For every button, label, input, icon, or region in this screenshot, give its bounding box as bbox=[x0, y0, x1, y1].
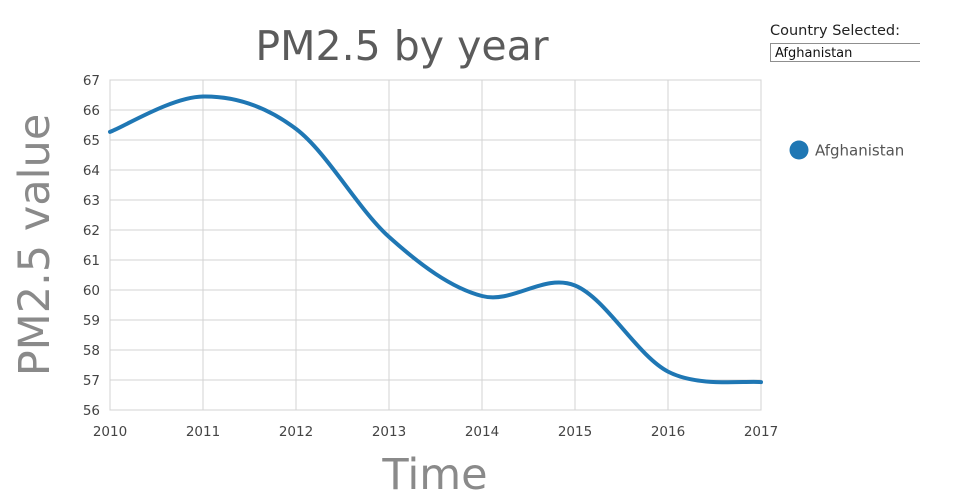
legend-marker bbox=[789, 140, 809, 160]
y-tick-label: 58 bbox=[83, 343, 100, 359]
plot-frame bbox=[109, 79, 762, 411]
chart-grid bbox=[109, 79, 762, 411]
x-tick-label: 2014 bbox=[465, 424, 499, 440]
y-tick-label: 61 bbox=[83, 253, 100, 269]
country-selector: Country Selected: Afghanistan bbox=[770, 22, 920, 62]
x-tick-label: 2013 bbox=[372, 424, 406, 440]
x-tick-label: 2011 bbox=[186, 424, 220, 440]
y-tick-label: 66 bbox=[83, 103, 100, 119]
x-tick-label: 2015 bbox=[558, 424, 592, 440]
x-tick-label: 2010 bbox=[93, 424, 127, 440]
y-tick-label: 65 bbox=[83, 133, 100, 149]
y-tick-label: 63 bbox=[83, 193, 100, 209]
chart-legend: Afghanistan bbox=[789, 140, 904, 160]
y-tick-label: 59 bbox=[83, 313, 100, 329]
y-tick-label: 60 bbox=[83, 283, 100, 299]
country-selector-label: Country Selected: bbox=[770, 23, 900, 39]
y-tick-label: 56 bbox=[83, 403, 100, 419]
y-tick-label: 64 bbox=[83, 163, 100, 179]
x-axis-title: Time bbox=[381, 450, 487, 500]
x-tick-label: 2016 bbox=[651, 424, 685, 440]
chart-title: PM2.5 by year bbox=[255, 22, 548, 70]
legend-label: Afghanistan bbox=[815, 142, 904, 160]
y-tick-label: 62 bbox=[83, 223, 100, 239]
chart-ticks: 56 57 58 59 60 61 62 63 64 65 66 67 2010 2011 2012 2013… bbox=[83, 73, 778, 440]
series-line bbox=[108, 94, 763, 385]
y-tick-label: 67 bbox=[83, 73, 100, 89]
chart-series bbox=[108, 94, 763, 385]
country-dropdown[interactable]: Afghanistan bbox=[770, 43, 920, 62]
y-tick-label: 57 bbox=[83, 373, 100, 389]
x-tick-label: 2017 bbox=[744, 424, 778, 440]
y-axis-title: PM2.5 value bbox=[10, 114, 60, 377]
x-tick-label: 2012 bbox=[279, 424, 313, 440]
